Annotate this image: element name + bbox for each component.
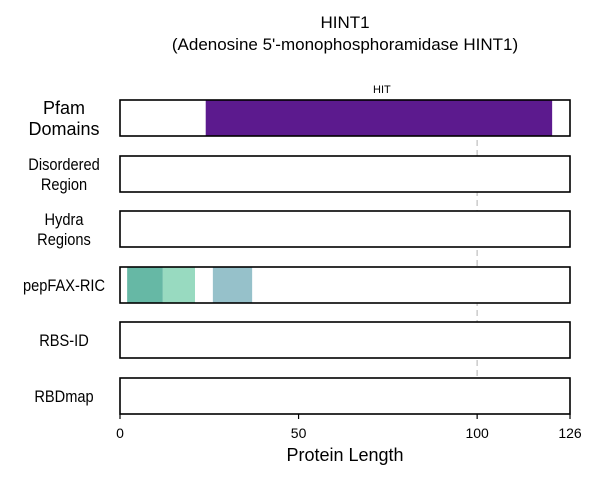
x-tick-label: 50: [291, 425, 307, 441]
track-label: pepFAX-RIC: [23, 277, 105, 295]
track-label: RBDmap: [34, 388, 93, 406]
track-label-line: Disordered: [28, 156, 99, 174]
track-row: Hydra Regions: [37, 210, 571, 249]
segment-label: HIT: [373, 84, 391, 96]
track-label-line: pepFAX-RIC: [23, 277, 105, 295]
track-label-line: Domains: [28, 119, 99, 139]
x-axis-label: Protein Length: [286, 445, 403, 465]
track-background: [120, 378, 570, 414]
x-tick-label: 0: [116, 425, 124, 441]
track-row: HIT Pfam Domains: [28, 84, 571, 139]
track-background: [120, 322, 570, 358]
track-label: Disordered Region: [28, 156, 99, 194]
track-row: RBDmap: [34, 377, 571, 415]
track-label: Hydra Regions: [37, 211, 91, 249]
track-border: [119, 210, 571, 248]
track-border: [119, 377, 571, 415]
tracks-layer: HIT Pfam Domains Disordered Region Hydra Regio…: [23, 84, 571, 415]
track-label-line: RBDmap: [34, 388, 93, 406]
track-label-line: Regions: [37, 231, 91, 249]
track-segment: [127, 267, 163, 303]
track-label: RBS-ID: [39, 332, 89, 350]
track-border: [119, 99, 571, 137]
track-row: Disordered Region: [28, 155, 571, 194]
track-label-line: Region: [41, 176, 87, 194]
track-border: [119, 321, 571, 359]
x-tick-label: 126: [558, 425, 582, 441]
track-background: [120, 211, 570, 247]
track-border: [119, 266, 571, 304]
track-label-line: RBS-ID: [39, 332, 89, 350]
chart-title: HINT1: [320, 13, 369, 32]
x-axis: 0 50 100 126: [116, 414, 582, 441]
track-border: [119, 155, 571, 193]
track-row: RBS-ID: [39, 321, 571, 359]
track-background: [120, 156, 570, 192]
track-segment: [212, 267, 253, 303]
track-label-line: Hydra: [45, 211, 84, 229]
track-label: Pfam Domains: [28, 98, 99, 139]
chart-title-group: HINT1 (Adenosine 5'-monophosphoramidase …: [172, 13, 518, 54]
track-segment: [162, 267, 195, 303]
x-tick-label: 100: [465, 425, 489, 441]
track-row: pepFAX-RIC: [23, 266, 571, 304]
chart-subtitle: (Adenosine 5'-monophosphoramidase HINT1): [172, 35, 518, 54]
track-label-line: Pfam: [43, 98, 85, 118]
track-segment: [205, 100, 553, 136]
